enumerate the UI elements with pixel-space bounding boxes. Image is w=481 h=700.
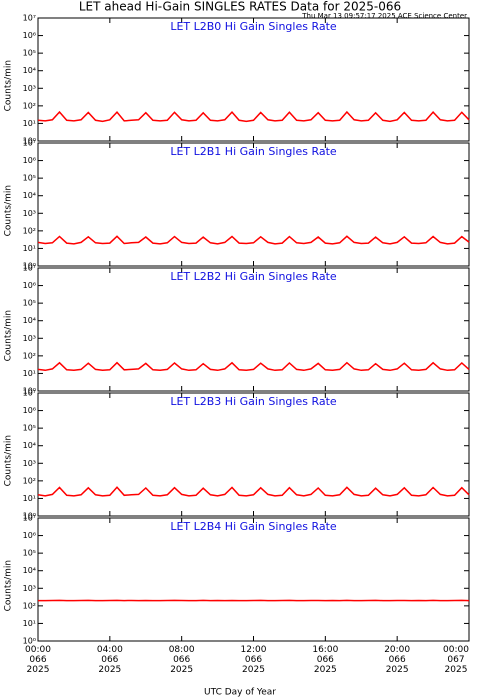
y-tick-label: 10⁷ — [23, 14, 36, 23]
panel-frame — [37, 17, 470, 142]
y-tick-label: 10⁷ — [23, 389, 36, 398]
y-axis-label: Counts/min — [4, 60, 14, 111]
y-tick-label: 10⁷ — [23, 264, 36, 273]
y-tick-label: 10⁰ — [23, 512, 36, 521]
y-tick-label: 10⁰ — [23, 387, 36, 396]
y-tick-label: 10³ — [23, 459, 36, 468]
y-tick-label: 10³ — [23, 209, 36, 218]
y-tick-label: 10⁴ — [23, 316, 36, 325]
y-tick-label: 10¹ — [23, 494, 36, 503]
y-tick-label: 10⁷ — [23, 139, 36, 148]
y-tick-label: 10¹ — [23, 119, 36, 128]
y-axis-label: Counts/min — [4, 560, 14, 611]
panel-title: LET L2B1 Hi Gain Singles Rate — [170, 145, 337, 158]
panel-frame — [37, 392, 470, 517]
x-tick-label: 00:00 067 2025 — [443, 645, 469, 675]
y-axis-label: Counts/min — [4, 185, 14, 236]
x-tick-label: 04:00 066 2025 — [96, 645, 123, 675]
y-tick-label: 10² — [23, 226, 36, 235]
y-tick-label: 10² — [23, 101, 36, 110]
panel-title: LET L2B3 Hi Gain Singles Rate — [170, 395, 337, 408]
x-tick-label: 00:00 066 2025 — [25, 645, 51, 675]
data-line — [37, 110, 470, 123]
data-line — [37, 486, 470, 497]
data-line — [37, 235, 470, 245]
y-axis-label: Counts/min — [4, 310, 14, 361]
x-tick-label: 20:00 066 2025 — [384, 645, 411, 675]
y-tick-label: 10⁴ — [23, 441, 36, 450]
y-tick-label: 10⁵ — [23, 49, 36, 58]
y-tick-label: 10⁵ — [23, 174, 36, 183]
y-tick-label: 10⁷ — [23, 514, 36, 523]
y-tick-label: 10¹ — [23, 244, 36, 253]
y-tick-label: 10⁴ — [23, 566, 36, 575]
y-tick-label: 10⁵ — [23, 299, 36, 308]
panel-frame — [37, 267, 470, 392]
y-tick-label: 10³ — [23, 84, 36, 93]
y-tick-label: 10³ — [23, 584, 36, 593]
timestamp: Thu Mar 13 09:57:17 2025 ACE Science Cen… — [301, 12, 467, 20]
y-tick-label: 10⁶ — [23, 281, 36, 290]
y-tick-label: 10⁶ — [23, 531, 36, 540]
y-tick-label: 10² — [23, 476, 36, 485]
data-line — [37, 361, 470, 372]
panel-title: LET L2B0 Hi Gain Singles Rate — [170, 20, 337, 33]
panel-frame — [37, 517, 470, 642]
panel-title: LET L2B4 Hi Gain Singles Rate — [170, 520, 337, 533]
y-tick-label: 10⁰ — [23, 262, 36, 271]
y-tick-label: 10¹ — [23, 619, 36, 628]
y-tick-label: 10² — [23, 601, 36, 610]
y-tick-label: 10⁶ — [23, 406, 36, 415]
y-tick-label: 10⁵ — [23, 424, 36, 433]
x-tick-label: 16:00 066 2025 — [312, 645, 339, 675]
y-tick-label: 10⁵ — [23, 549, 36, 558]
y-tick-label: 10⁶ — [23, 31, 36, 40]
x-tick-label: 08:00 066 2025 — [168, 645, 195, 675]
y-tick-label: 10² — [23, 351, 36, 360]
x-tick-label: 12:00 066 2025 — [240, 645, 267, 675]
panel-frame — [37, 142, 470, 267]
panel-title: LET L2B2 Hi Gain Singles Rate — [170, 270, 337, 283]
y-tick-label: 10⁴ — [23, 66, 36, 75]
x-axis-label: UTC Day of Year — [204, 688, 276, 698]
y-tick-label: 10⁰ — [23, 637, 36, 646]
y-tick-label: 10⁰ — [23, 137, 36, 146]
y-tick-label: 10³ — [23, 334, 36, 343]
y-tick-label: 10⁴ — [23, 191, 36, 200]
y-tick-label: 10¹ — [23, 369, 36, 378]
y-tick-label: 10⁶ — [23, 156, 36, 165]
y-axis-label: Counts/min — [4, 435, 14, 486]
chart-title: LET ahead Hi-Gain SINGLES RATES Data for… — [79, 0, 401, 14]
